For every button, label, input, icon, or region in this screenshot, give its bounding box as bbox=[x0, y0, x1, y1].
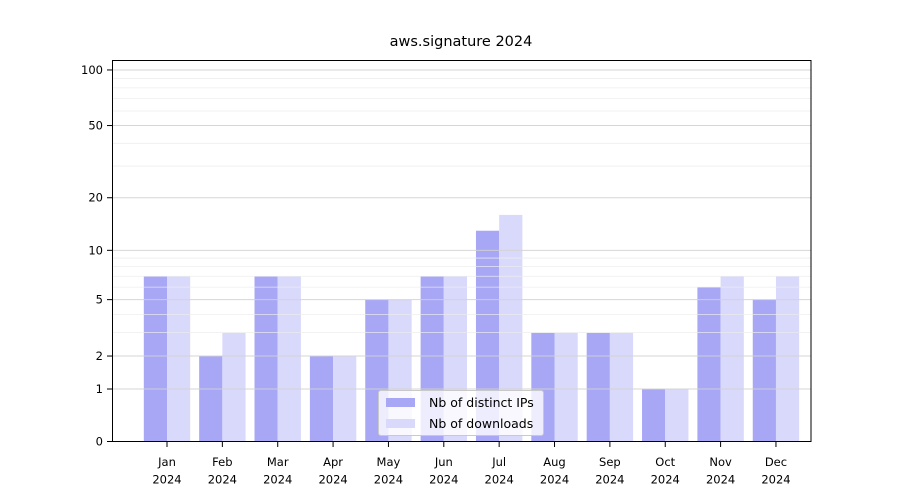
x-tick-label-feb: Feb 2024 bbox=[208, 455, 237, 487]
x-tick-label-oct: Oct 2024 bbox=[651, 455, 680, 487]
x-tick-label-jul: Jul 2024 bbox=[485, 455, 514, 487]
bar-nb-of-distinct-ips-mar bbox=[254, 276, 278, 442]
bar-nb-of-downloads-jul bbox=[499, 214, 523, 442]
bar-nb-of-downloads-aug bbox=[554, 332, 578, 442]
bar-nb-of-downloads-apr bbox=[333, 356, 357, 442]
gridlines-group bbox=[112, 69, 811, 390]
bar-nb-of-downloads-feb bbox=[222, 332, 246, 442]
x-tick-label-mar: Mar 2024 bbox=[263, 455, 292, 487]
y-tick-label-100: 100 bbox=[81, 63, 103, 77]
bar-nb-of-distinct-ips-sep bbox=[586, 332, 610, 442]
bar-nb-of-downloads-dec bbox=[775, 276, 800, 442]
y-tick-label-50: 50 bbox=[88, 119, 103, 133]
legend: Nb of distinct IPs Nb of downloads bbox=[378, 390, 544, 436]
bar-nb-of-downloads-nov bbox=[720, 276, 744, 442]
x-tick-label-jun: Jun 2024 bbox=[429, 455, 458, 487]
bar-nb-of-downloads-mar bbox=[277, 276, 301, 442]
bar-nb-of-distinct-ips-feb bbox=[199, 356, 223, 442]
legend-item-distinct-ips: Nb of distinct IPs bbox=[386, 395, 536, 410]
bar-nb-of-distinct-ips-jan bbox=[143, 276, 167, 442]
legend-swatch-distinct-ips bbox=[386, 397, 415, 408]
bar-nb-of-downloads-sep bbox=[609, 332, 634, 442]
y-tick-label-10: 10 bbox=[88, 243, 103, 257]
y-tick-label-20: 20 bbox=[88, 191, 103, 205]
bar-nb-of-downloads-oct bbox=[665, 389, 689, 442]
x-axis-group: Jan 2024 Feb 2024 Mar 2024 Apr 2024 May 2024 Jun 20… bbox=[152, 441, 791, 487]
y-tick-label-0: 0 bbox=[96, 435, 103, 449]
y-tick-label-1: 1 bbox=[96, 382, 103, 396]
y-tick-label-2: 2 bbox=[96, 349, 103, 363]
bar-nb-of-distinct-ips-nov bbox=[697, 287, 721, 442]
bar-nb-of-distinct-ips-apr bbox=[309, 356, 334, 442]
legend-label-distinct-ips: Nb of distinct IPs bbox=[429, 395, 534, 410]
x-tick-label-nov: Nov 2024 bbox=[706, 455, 735, 487]
x-tick-label-may: May 2024 bbox=[374, 455, 403, 487]
bar-nb-of-distinct-ips-oct bbox=[642, 389, 666, 442]
plot-frame bbox=[112, 60, 812, 442]
bar-nb-of-downloads-jan bbox=[167, 276, 191, 442]
x-tick-label-sep: Sep 2024 bbox=[595, 455, 624, 487]
chart-title: aws.signature 2024 bbox=[389, 34, 533, 50]
bars-group bbox=[143, 214, 800, 442]
legend-swatch-downloads bbox=[386, 418, 415, 429]
legend-item-downloads: Nb of downloads bbox=[386, 416, 536, 431]
legend-label-downloads: Nb of downloads bbox=[429, 416, 534, 431]
x-tick-label-aug: Aug 2024 bbox=[540, 455, 569, 487]
y-tick-label-5: 5 bbox=[96, 293, 103, 307]
x-tick-label-apr: Apr 2024 bbox=[318, 455, 347, 487]
x-tick-label-dec: Dec 2024 bbox=[761, 455, 790, 487]
y-axis-group: 0 1 2 5 10 20 50 100 bbox=[81, 63, 113, 449]
x-tick-label-jan: Jan 2024 bbox=[152, 455, 181, 487]
bar-nb-of-distinct-ips-dec bbox=[752, 299, 776, 442]
